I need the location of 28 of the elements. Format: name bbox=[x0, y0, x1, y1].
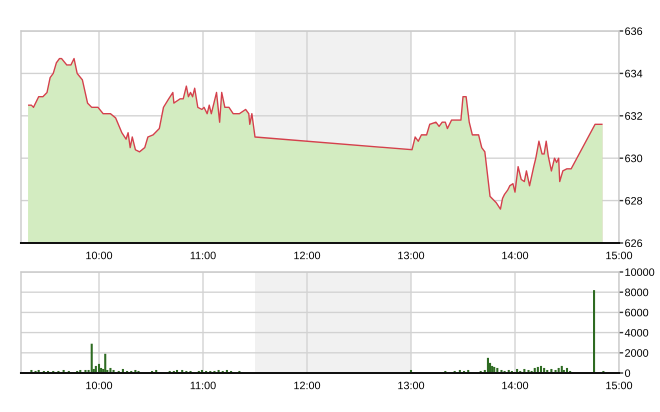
x-tick-label: 13:00 bbox=[398, 382, 424, 390]
x-tick-label: 14:00 bbox=[502, 382, 528, 390]
bar bbox=[534, 368, 536, 373]
y-tick-label: 626 bbox=[625, 239, 642, 248]
y-tick-label: 8000 bbox=[625, 288, 648, 296]
x-tick-label: 14:00 bbox=[502, 252, 528, 260]
x-tick-label: 12:00 bbox=[294, 252, 320, 260]
y-tick-label: 0 bbox=[624, 369, 630, 378]
y-tick-label: 10000 bbox=[625, 268, 654, 276]
x-tick-label: 10:00 bbox=[86, 382, 112, 390]
y-tick-label: 4000 bbox=[624, 328, 648, 337]
x-tick-label: 15:00 bbox=[606, 252, 632, 260]
y-tick-label: 636 bbox=[625, 27, 642, 36]
x-tick-label: 10:00 bbox=[86, 252, 112, 260]
y-tick-label: 2000 bbox=[625, 349, 648, 357]
x-tick-label: 12:00 bbox=[294, 382, 320, 390]
x-tick-label: 11:00 bbox=[190, 382, 216, 390]
bar bbox=[104, 354, 106, 373]
y-tick-label: 632 bbox=[625, 112, 642, 120]
x-tick-label: 13:00 bbox=[398, 252, 424, 260]
bar bbox=[90, 344, 93, 373]
x-tick-label: 15:00 bbox=[606, 382, 632, 390]
bar bbox=[593, 290, 596, 373]
x-tick-label: 11:00 bbox=[190, 252, 216, 260]
y-tick-label: 634 bbox=[625, 70, 642, 78]
y-tick-label: 630 bbox=[625, 154, 642, 162]
y-tick-label: 6000 bbox=[625, 308, 648, 316]
y-tick-label: 628 bbox=[625, 196, 642, 205]
